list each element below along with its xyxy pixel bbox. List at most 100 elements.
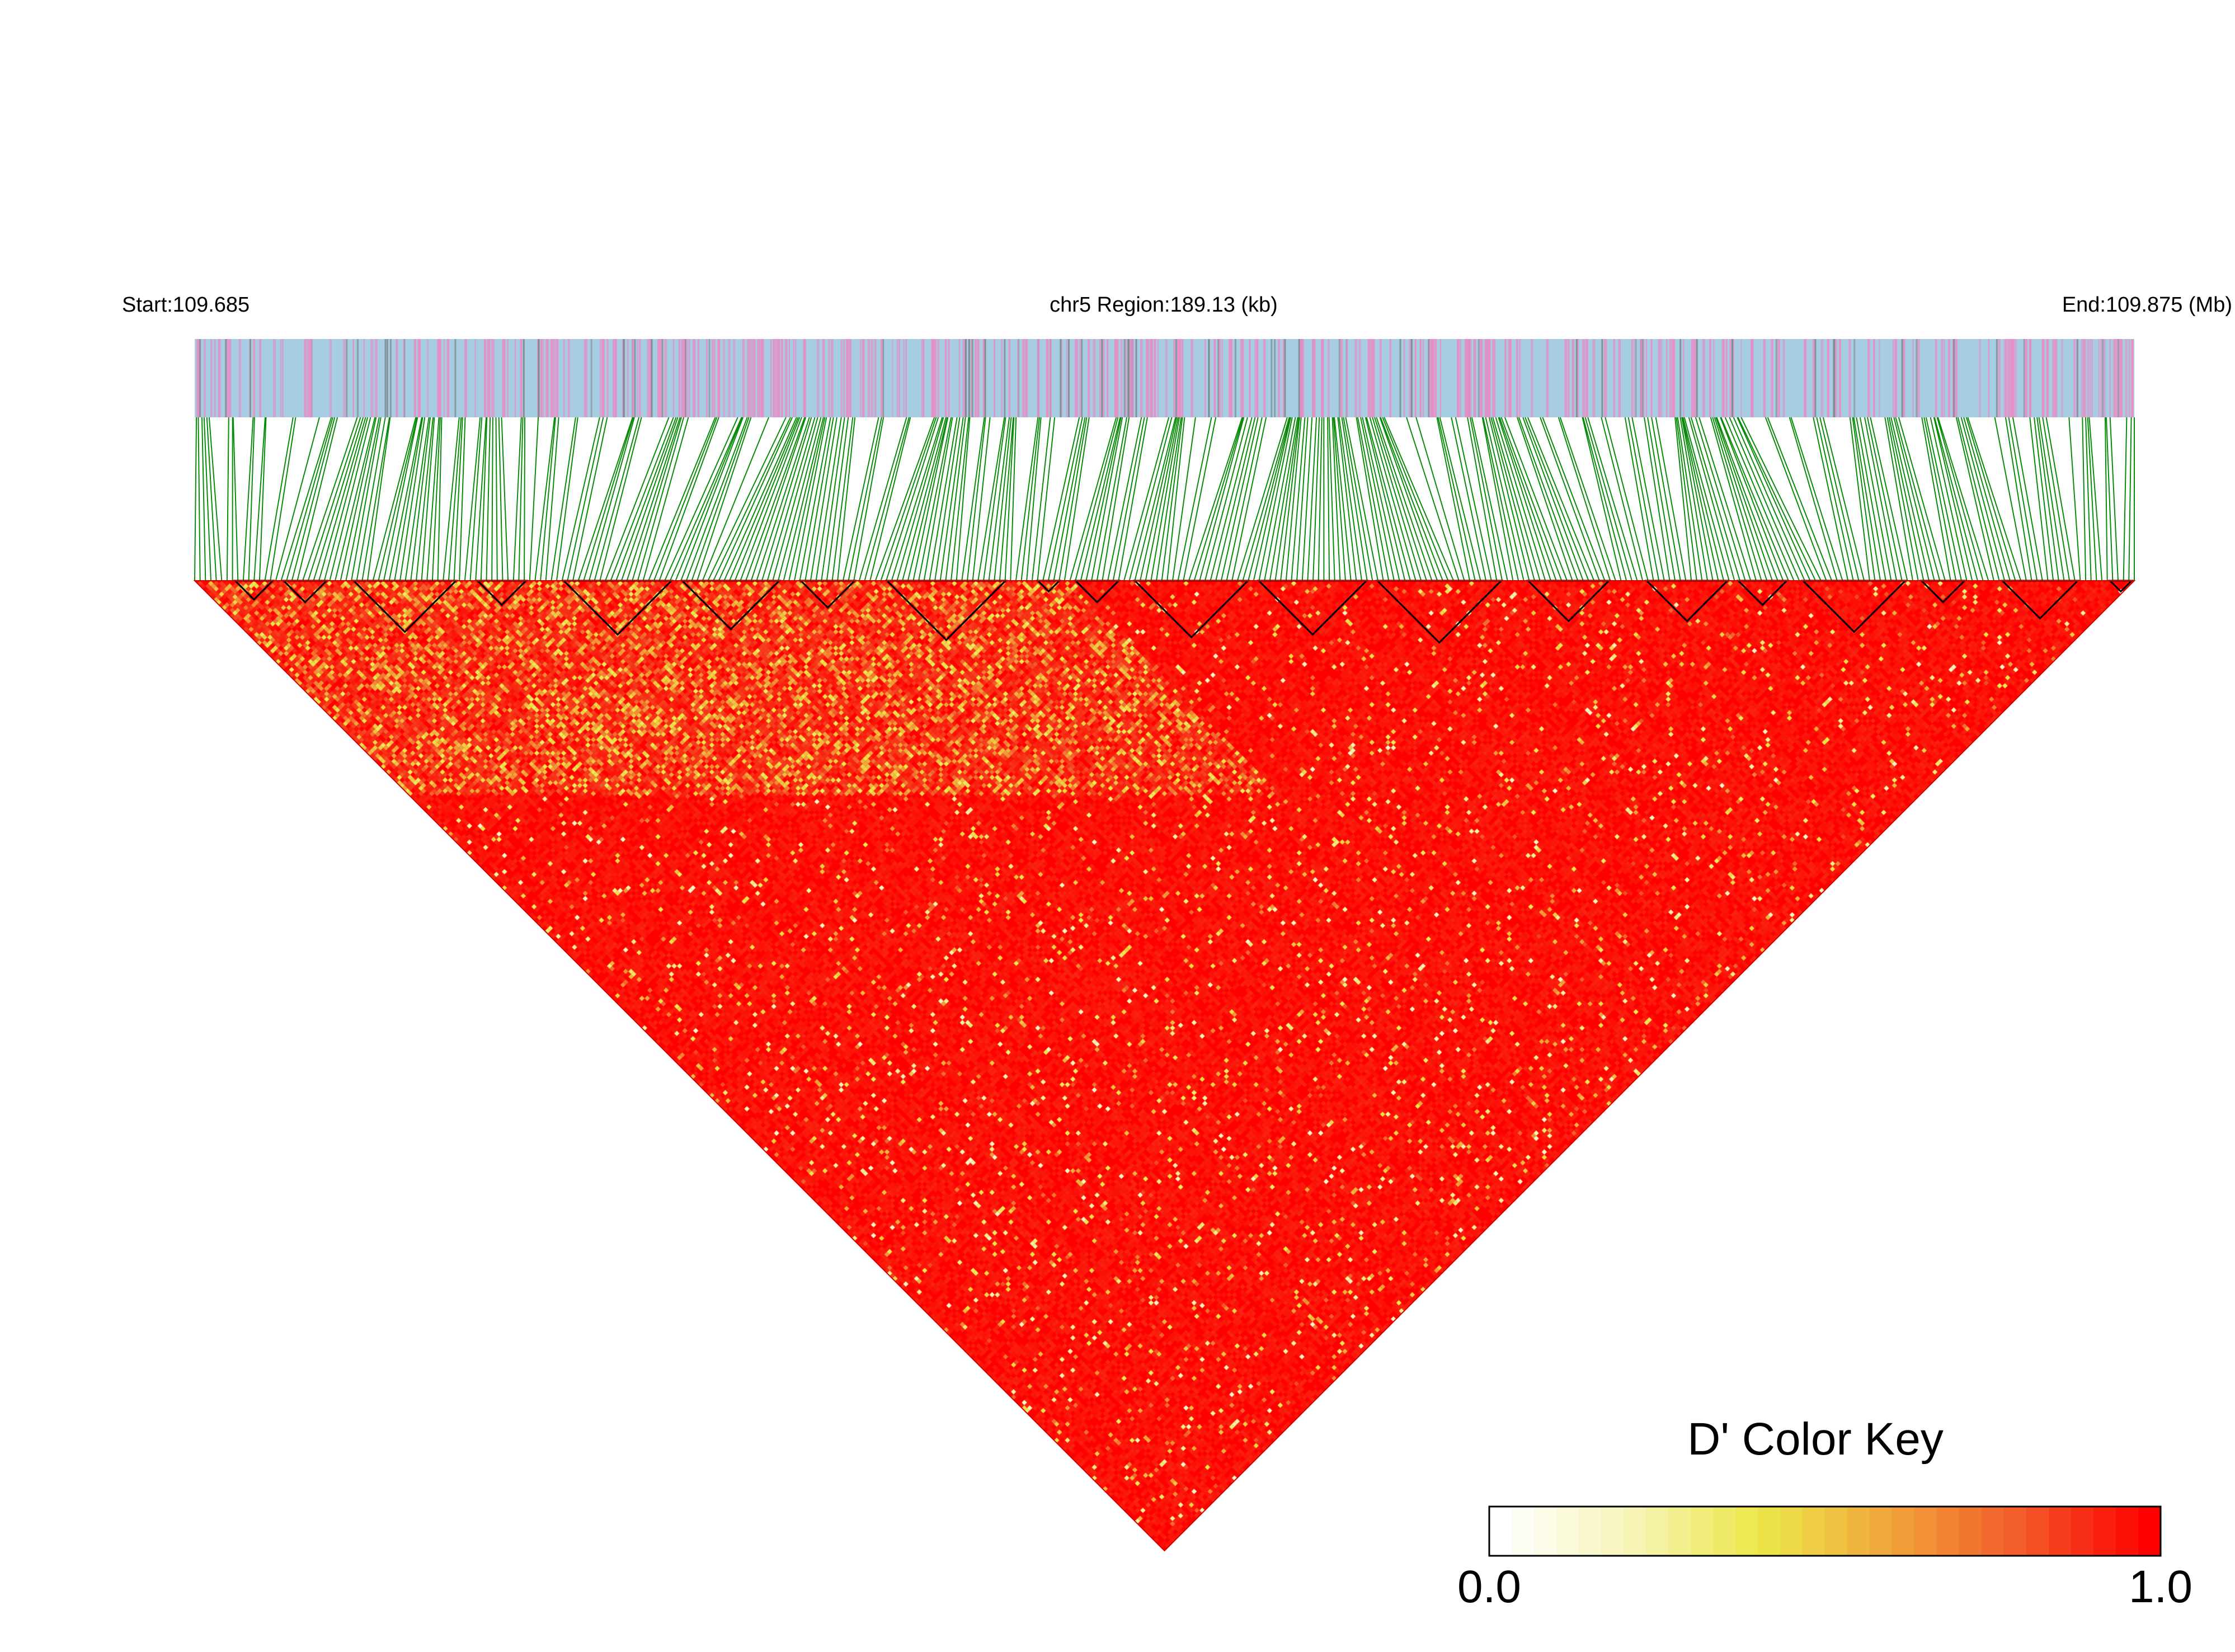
annotation-snp-mark bbox=[958, 339, 961, 417]
annotation-snp-mark bbox=[514, 339, 516, 417]
annotation-snp-mark bbox=[733, 339, 736, 417]
annotation-snp-mark bbox=[778, 339, 780, 417]
annotation-snp-mark bbox=[1775, 339, 1777, 417]
annotation-snp-mark bbox=[1696, 339, 1698, 417]
annotation-snp-mark bbox=[984, 339, 986, 417]
annotation-snp-mark bbox=[1601, 339, 1603, 417]
annotation-snp-mark bbox=[1256, 339, 1259, 417]
annotation-snp-mark bbox=[1419, 339, 1422, 417]
annotation-snp-mark bbox=[1613, 339, 1615, 417]
annotation-snp-mark bbox=[1127, 339, 1130, 417]
color-key-step bbox=[1489, 1507, 1512, 1556]
annotation-snp-mark bbox=[1848, 339, 1851, 417]
color-key-step bbox=[1959, 1507, 1982, 1556]
annotation-snp-mark bbox=[2029, 339, 2032, 417]
annotation-snp-mark bbox=[2023, 339, 2025, 417]
annotation-snp-mark bbox=[698, 339, 699, 417]
annotation-snp-mark bbox=[1833, 339, 1836, 417]
color-key-step bbox=[1646, 1507, 1669, 1556]
annotation-snp-mark bbox=[1635, 339, 1637, 417]
color-key-step bbox=[1624, 1507, 1646, 1556]
color-key-step bbox=[2138, 1507, 2161, 1556]
color-key-step bbox=[1847, 1507, 1870, 1556]
annotation-snp-mark bbox=[1140, 339, 1143, 417]
annotation-snp-mark bbox=[660, 339, 663, 417]
annotation-snp-mark bbox=[446, 339, 450, 417]
annotation-snp-mark bbox=[706, 339, 708, 417]
annotation-snp-mark bbox=[1150, 339, 1153, 417]
annotation-snp-mark bbox=[1603, 339, 1606, 417]
annotation-snp-mark bbox=[717, 339, 721, 417]
annotation-snp-mark bbox=[1088, 339, 1090, 417]
annotation-snp-mark bbox=[307, 339, 310, 417]
annotation-snp-mark bbox=[803, 339, 806, 417]
annotation-snp-mark bbox=[1740, 339, 1742, 417]
annotation-snp-mark bbox=[2010, 339, 2013, 417]
annotation-snp-mark bbox=[994, 339, 995, 417]
annotation-snp-mark bbox=[2132, 339, 2134, 417]
annotation-snp-mark bbox=[603, 339, 605, 417]
annotation-snp-mark bbox=[747, 339, 749, 417]
annotation-snp-mark bbox=[1399, 339, 1401, 417]
annotation-snp-mark bbox=[1120, 339, 1123, 417]
annotation-snp-mark bbox=[484, 339, 486, 417]
annotation-snp-mark bbox=[491, 339, 493, 417]
annotation-snp-mark bbox=[770, 339, 772, 417]
annotation-snp-mark bbox=[1354, 339, 1358, 417]
annotation-snp-mark bbox=[389, 339, 392, 417]
annotation-snp-mark bbox=[773, 339, 777, 417]
annotation-snp-mark bbox=[785, 339, 788, 417]
annotation-snp-mark bbox=[898, 339, 900, 417]
annotation-snp-mark bbox=[1457, 339, 1460, 417]
annotation-snp-mark bbox=[557, 339, 558, 417]
annotation-snp-mark bbox=[1804, 339, 1807, 417]
annotation-snp-mark bbox=[964, 339, 967, 417]
annotation-snp-mark bbox=[968, 339, 970, 417]
annotation-snp-mark bbox=[253, 339, 255, 417]
annotation-snp-mark bbox=[846, 339, 849, 417]
annotation-snp-mark bbox=[1573, 339, 1575, 417]
annotation-snp-mark bbox=[754, 339, 756, 417]
annotation-snp-mark bbox=[2119, 339, 2121, 417]
annotation-snp-mark bbox=[1173, 339, 1176, 417]
annotation-snp-mark bbox=[637, 339, 638, 417]
annotation-snp-mark bbox=[905, 339, 907, 417]
annotation-snp-mark bbox=[520, 339, 523, 417]
annotation-snp-mark bbox=[1585, 339, 1588, 417]
region-end-label: End:109.875 (Mb) bbox=[2062, 293, 2232, 317]
annotation-snp-mark bbox=[982, 339, 985, 417]
annotation-snp-mark bbox=[1641, 339, 1644, 417]
annotation-snp-mark bbox=[1814, 339, 1817, 417]
annotation-snp-mark bbox=[329, 339, 332, 417]
annotation-snp-mark bbox=[507, 339, 509, 417]
annotation-snp-mark bbox=[1709, 339, 1711, 417]
annotation-snp-mark bbox=[1712, 339, 1715, 417]
color-key-step bbox=[1870, 1507, 1893, 1556]
annotation-snp-mark bbox=[1403, 339, 1405, 417]
annotation-snp-mark bbox=[1723, 339, 1725, 417]
annotation-snp-mark bbox=[971, 339, 972, 417]
connector-lines bbox=[194, 417, 2135, 581]
annotation-snp-mark bbox=[1132, 339, 1134, 417]
annotation-snp-mark bbox=[1658, 339, 1660, 417]
annotation-snp-mark bbox=[664, 339, 667, 417]
annotation-snp-mark bbox=[1130, 339, 1133, 417]
annotation-snp-mark bbox=[1492, 339, 1494, 417]
annotation-snp-mark bbox=[977, 339, 980, 417]
annotation-snp-mark bbox=[1465, 339, 1467, 417]
annotation-snp-mark bbox=[219, 339, 221, 417]
annotation-snp-mark bbox=[214, 339, 216, 417]
annotation-snp-mark bbox=[502, 339, 505, 417]
color-key-step bbox=[2026, 1507, 2049, 1556]
annotation-snp-mark bbox=[1422, 339, 1424, 417]
annotation-snp-mark bbox=[1182, 339, 1184, 417]
annotation-snp-mark bbox=[903, 339, 905, 417]
annotation-snp-mark bbox=[2081, 339, 2084, 417]
color-key-step bbox=[2049, 1507, 2072, 1556]
annotation-snp-mark bbox=[540, 339, 542, 417]
annotation-snp-mark bbox=[1593, 339, 1596, 417]
annotation-snp-mark bbox=[1221, 339, 1223, 417]
annotation-snp-mark bbox=[218, 339, 220, 417]
annotation-snp-mark bbox=[634, 339, 636, 417]
